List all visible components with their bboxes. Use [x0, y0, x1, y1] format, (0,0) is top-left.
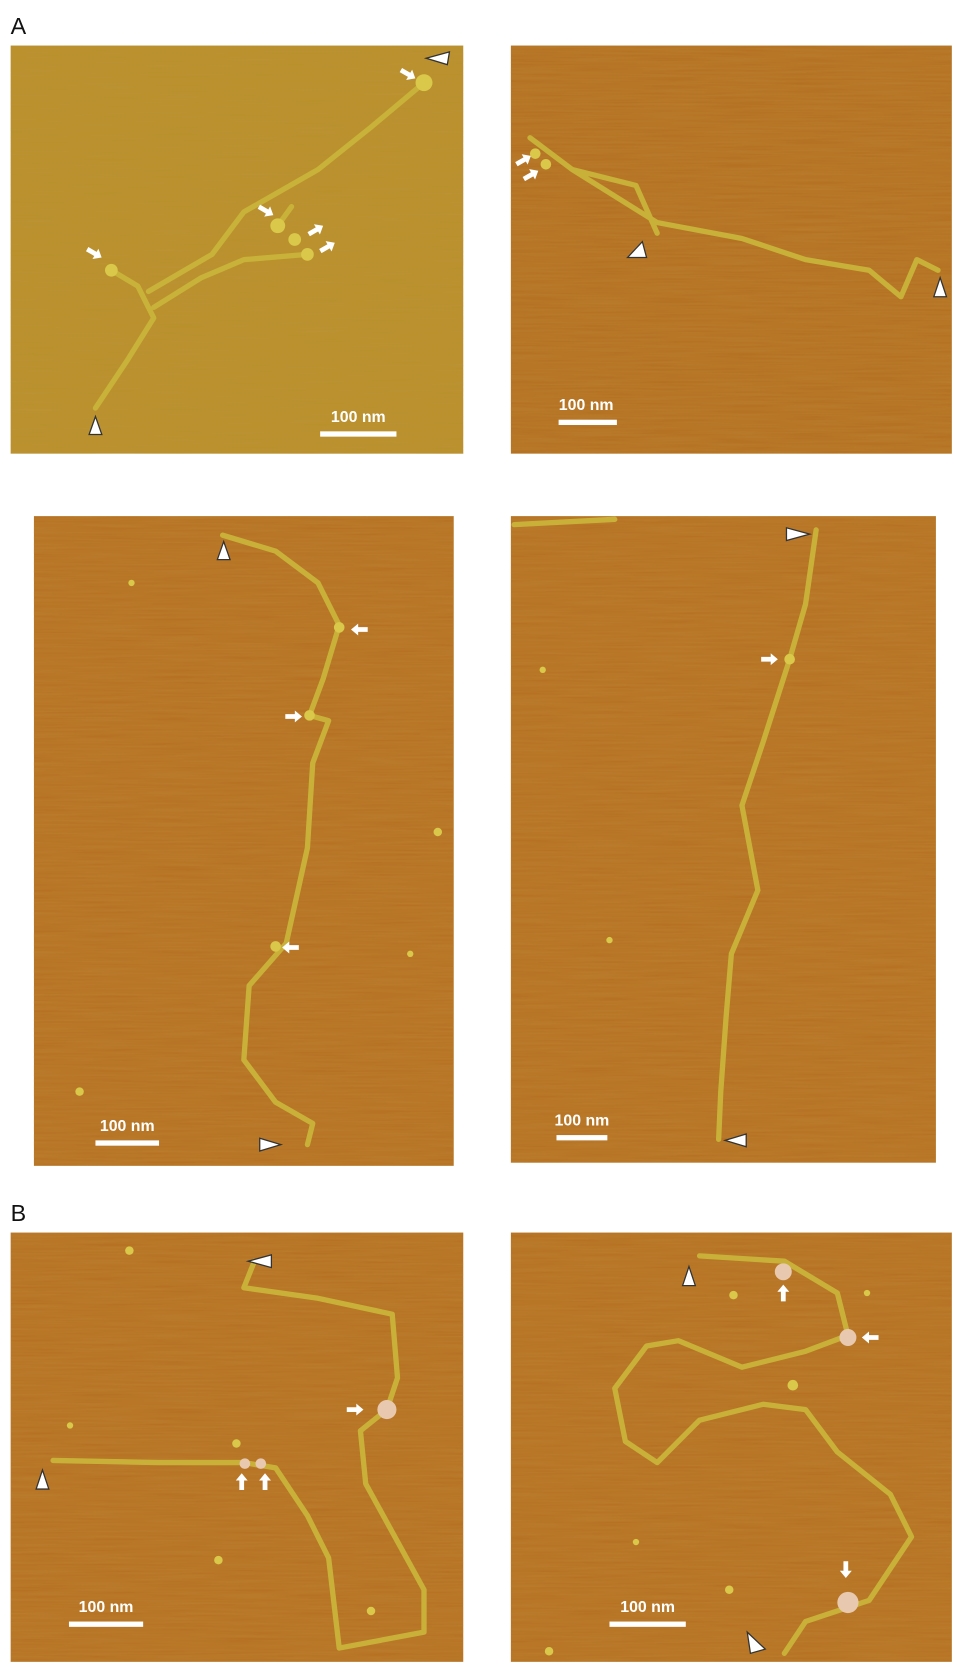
afm-image: 100 nm	[33, 516, 454, 1166]
afm-image: 100 nm	[10, 45, 464, 454]
panel-label: A	[11, 13, 27, 39]
afm-image: 100 nm	[10, 1232, 464, 1662]
scale-bar-label: 100 nm	[331, 409, 386, 426]
scale-bar-label: 100 nm	[620, 1599, 675, 1616]
scale-bar-label: 100 nm	[555, 1113, 610, 1130]
afm-image: 100 nm	[510, 1232, 952, 1662]
scale-bar-label: 100 nm	[559, 397, 614, 414]
afm-image: 100 nm	[510, 45, 952, 454]
panel-label: B	[11, 1200, 27, 1226]
scale-bar-label: 100 nm	[100, 1118, 155, 1135]
scale-bar-label: 100 nm	[79, 1599, 134, 1616]
afm-image: 100 nm	[510, 516, 936, 1163]
